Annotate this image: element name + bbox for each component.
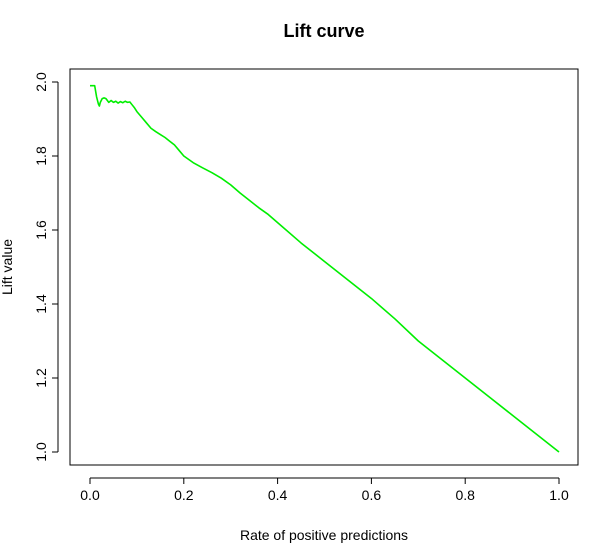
lift-curve-line <box>90 84 560 453</box>
x-tick-label: 0.4 <box>268 487 288 503</box>
x-tick-label: 1.0 <box>549 487 569 503</box>
x-tick-label: 0.8 <box>455 487 475 503</box>
y-tick-label: 1.2 <box>33 368 49 388</box>
y-tick-label: 1.0 <box>33 442 49 462</box>
y-axis-ticks: 1.0 1.2 1.4 1.6 1.8 2.0 <box>33 72 58 462</box>
y-tick-label: 1.8 <box>33 146 49 166</box>
plot-frame <box>69 68 579 466</box>
y-axis-label: Lift value <box>0 239 15 295</box>
x-tick-label: 0.0 <box>80 487 100 503</box>
chart-title: Lift curve <box>283 21 364 41</box>
x-tick-label: 0.2 <box>174 487 194 503</box>
y-tick-label: 2.0 <box>33 72 49 92</box>
x-tick-label: 0.6 <box>362 487 382 503</box>
y-tick-label: 1.4 <box>33 294 49 314</box>
y-tick-label: 1.6 <box>33 220 49 240</box>
x-axis-label: Rate of positive predictions <box>240 527 408 543</box>
x-axis-ticks: 0.0 0.2 0.4 0.6 0.8 1.0 <box>80 478 569 503</box>
